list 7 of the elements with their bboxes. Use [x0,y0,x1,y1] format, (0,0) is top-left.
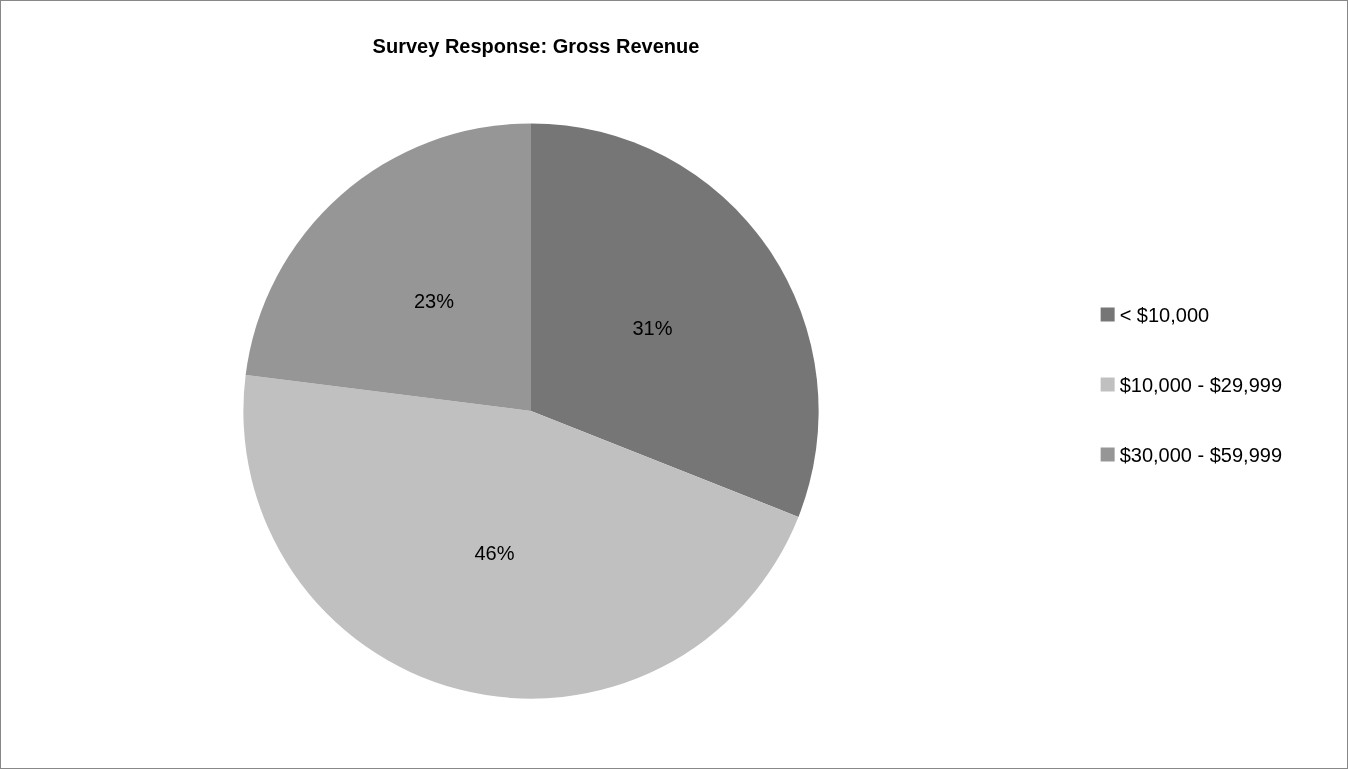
legend-label: $30,000 - $59,999 [1119,443,1283,466]
data-label: 46% [474,542,515,565]
chart-title: Survey Response: Gross Revenue [372,35,700,57]
legend-label: $10,000 - $29,999 [1119,373,1283,396]
legend-label: < $10,000 [1119,303,1210,326]
data-label: 31% [632,317,673,340]
data-label: 23% [413,289,455,312]
